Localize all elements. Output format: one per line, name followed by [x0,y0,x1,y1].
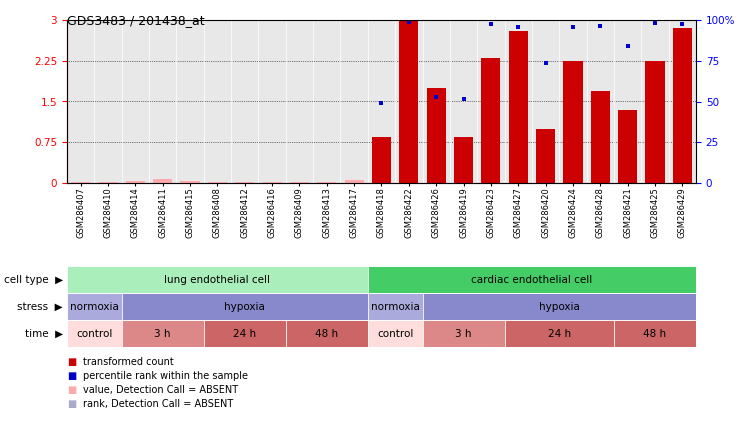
Bar [368,293,423,320]
Bar [98,182,118,183]
Bar [67,293,122,320]
Bar [423,320,504,347]
Text: GDS3483 / 201438_at: GDS3483 / 201438_at [67,14,205,27]
Bar [286,320,368,347]
Text: control: control [76,329,112,338]
Bar [614,320,696,347]
Text: lung endothelial cell: lung endothelial cell [164,274,270,285]
Bar [645,61,664,183]
Text: control: control [377,329,414,338]
Text: cardiac endothelial cell: cardiac endothelial cell [471,274,592,285]
Text: value, Detection Call = ABSENT: value, Detection Call = ABSENT [83,385,238,395]
Bar [509,31,527,183]
Bar [153,179,173,183]
Text: normoxia: normoxia [70,301,119,312]
Bar [618,110,637,183]
Text: transformed count: transformed count [83,357,174,367]
Text: stress  ▶: stress ▶ [17,301,63,312]
Bar [504,320,614,347]
Bar [536,129,555,183]
Bar [481,58,501,183]
Bar [67,266,368,293]
Text: ■: ■ [67,357,76,367]
Bar [204,320,286,347]
Text: 48 h: 48 h [644,329,667,338]
Bar [454,137,473,183]
Text: time  ▶: time ▶ [25,329,63,338]
Bar [263,182,282,183]
Bar [67,320,122,347]
Text: 24 h: 24 h [233,329,257,338]
Bar [122,293,368,320]
Bar [71,182,90,183]
Text: percentile rank within the sample: percentile rank within the sample [83,371,248,381]
Bar [673,28,692,183]
Bar [235,182,254,183]
Bar [400,20,418,183]
Text: ■: ■ [67,385,76,395]
Bar [181,181,199,183]
Text: 3 h: 3 h [155,329,171,338]
Text: hypoxia: hypoxia [539,301,580,312]
Bar [368,320,423,347]
Bar [563,61,583,183]
Text: ■: ■ [67,371,76,381]
Bar [317,182,336,183]
Bar [344,180,364,183]
Bar [368,266,696,293]
Text: 48 h: 48 h [315,329,339,338]
Text: 3 h: 3 h [455,329,472,338]
Bar [290,182,309,183]
Bar [423,293,696,320]
Text: ■: ■ [67,399,76,409]
Text: hypoxia: hypoxia [225,301,265,312]
Bar [208,182,227,183]
Text: 24 h: 24 h [548,329,571,338]
Bar [372,137,391,183]
Bar [122,320,204,347]
Bar [126,181,145,183]
Text: cell type  ▶: cell type ▶ [4,274,63,285]
Bar [426,88,446,183]
Text: normoxia: normoxia [371,301,420,312]
Text: rank, Detection Call = ABSENT: rank, Detection Call = ABSENT [83,399,234,409]
Bar [591,91,610,183]
